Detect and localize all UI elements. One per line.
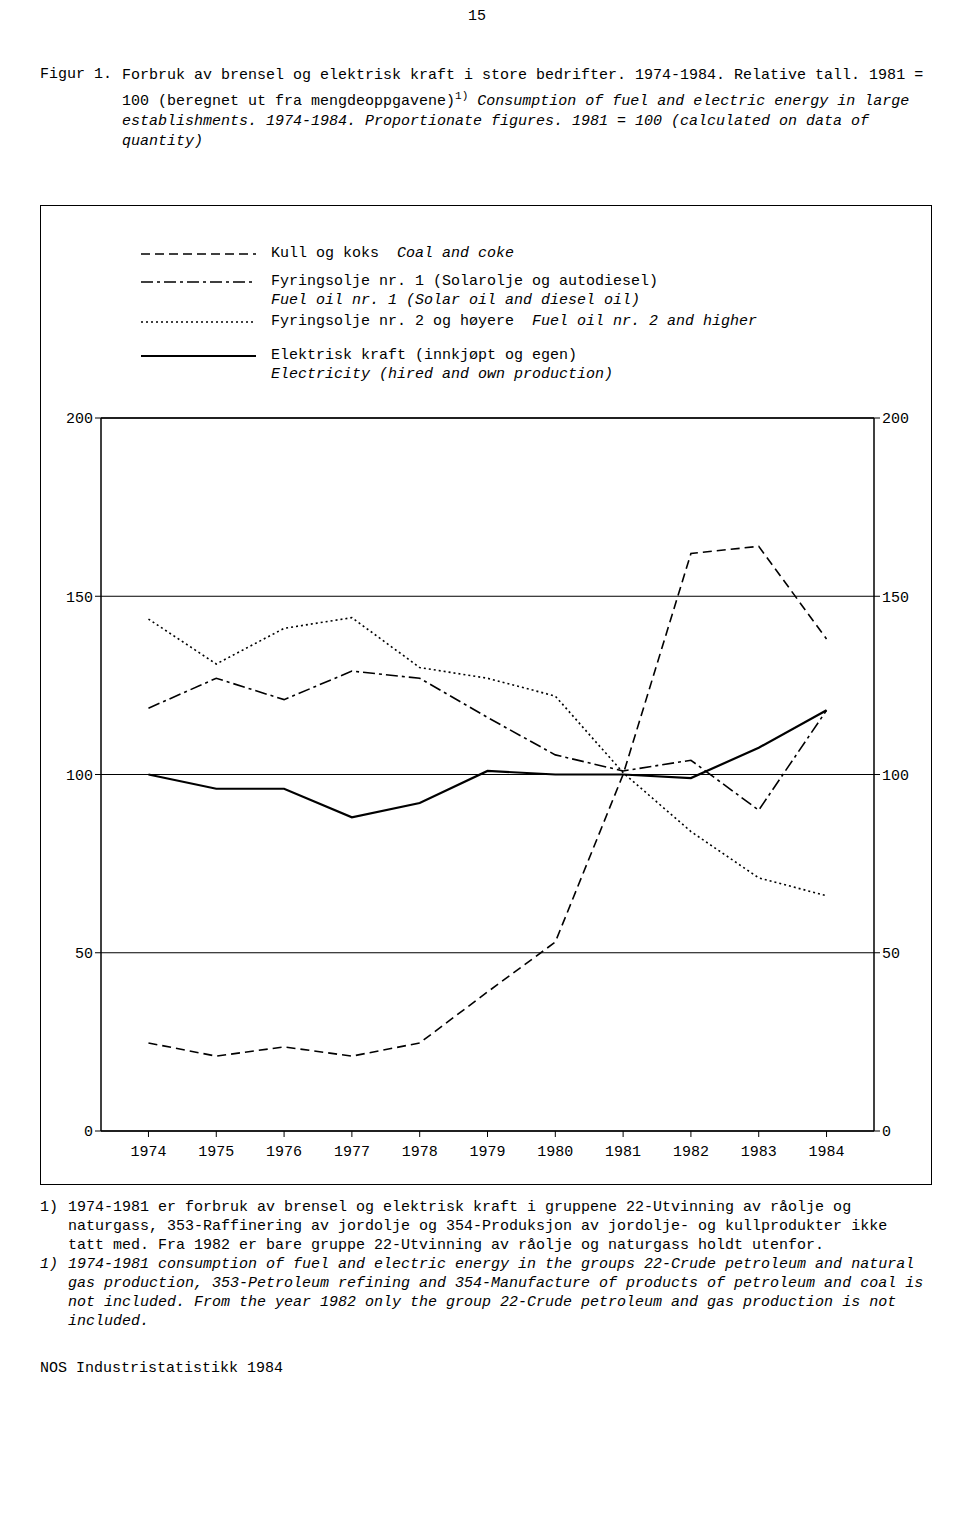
html-text:Figur 1.: Figur 1. (40, 66, 112, 83)
html-text:Kull og koks: Kull og koks (271, 245, 379, 262)
html-text:Fuel oil nr. 1 (Solar oil and: Fuel oil nr. 1 (Solar oil and diesel oil… (271, 292, 641, 309)
html-text:Consumption of fuel and electr: Consumption of fuel and electric energy … (122, 93, 910, 150)
svg-text:100: 100 (882, 768, 909, 785)
svg-text:100: 100 (66, 768, 93, 785)
svg-text:200: 200 (882, 411, 909, 428)
svg-text:50: 50 (882, 946, 900, 963)
svg-text:150: 150 (882, 590, 909, 607)
svg-text:200: 200 (66, 411, 93, 428)
html-text:NOS Industristatistikk 1984: NOS Industristatistikk 1984 (40, 1360, 283, 1377)
svg-text:1980: 1980 (537, 1144, 573, 1161)
svg-text:0: 0 (84, 1124, 93, 1141)
html-text:Fyringsolje nr. 1 (Solarolje o: Fyringsolje nr. 1 (Solarolje og autodies… (271, 273, 659, 290)
html-text:Fyringsolje nr. 2 og høyere: Fyringsolje nr. 2 og høyere (271, 313, 514, 330)
svg-text:150: 150 (66, 590, 93, 607)
html-text:Fuel oil nr. 2 and higher: Fuel oil nr. 2 and higher (532, 313, 758, 330)
html-text:Elektrisk kraft (innkjøpt og e: Elektrisk kraft (innkjøpt og egen) (271, 347, 578, 364)
html-text:1974-1981 er forbruk av brense: 1974-1981 er forbruk av brensel og elekt… (68, 1199, 888, 1254)
svg-text:1978: 1978 (402, 1144, 438, 1161)
html-text:1974-1981 consumption of fuel: 1974-1981 consumption of fuel and electr… (68, 1256, 924, 1330)
svg-text:1975: 1975 (198, 1144, 234, 1161)
html-text:Coal and coke: Coal and coke (397, 245, 515, 262)
svg-text:1981: 1981 (605, 1144, 641, 1161)
svg-text:1983: 1983 (741, 1144, 777, 1161)
svg-text:0: 0 (882, 1124, 891, 1141)
html-text:Forbruk av brensel og elektris: Forbruk av brensel og elektrisk kraft i … (122, 67, 924, 110)
svg-text:1974: 1974 (130, 1144, 166, 1161)
svg-text:1982: 1982 (673, 1144, 709, 1161)
html-text:1): 1) (40, 1199, 58, 1216)
svg-text:1979: 1979 (469, 1144, 505, 1161)
svg-text:1984: 1984 (809, 1144, 845, 1161)
html-text:1): 1) (40, 1256, 58, 1273)
svg-text:50: 50 (75, 946, 93, 963)
svg-text:1977: 1977 (334, 1144, 370, 1161)
svg-text:1976: 1976 (266, 1144, 302, 1161)
html-text:Electricity (hired and own pro: Electricity (hired and own production) (271, 366, 614, 383)
html-text:15: 15 (468, 8, 486, 25)
